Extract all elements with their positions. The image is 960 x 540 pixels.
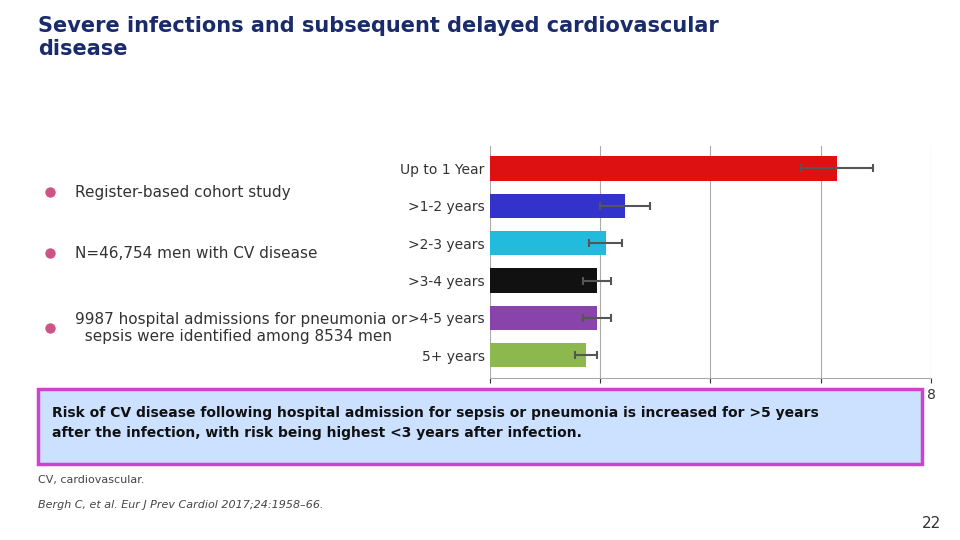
Bar (490, 306, 597, 330)
Bar (490, 194, 625, 218)
X-axis label: Hazard Ratio: Hazard Ratio (655, 407, 766, 422)
Text: Risk of CV disease following hospital admission for sepsis or pneumonia is incre: Risk of CV disease following hospital ad… (52, 406, 818, 440)
Bar (490, 231, 606, 255)
Bar (490, 343, 587, 367)
Text: N=46,754 men with CV disease: N=46,754 men with CV disease (75, 246, 317, 261)
Text: Register-based cohort study: Register-based cohort study (75, 185, 290, 199)
FancyBboxPatch shape (38, 389, 922, 464)
Text: 9987 hospital admissions for pneumonia or
  sepsis were identified among 8534 me: 9987 hospital admissions for pneumonia o… (75, 312, 407, 345)
Text: 22: 22 (922, 516, 941, 531)
Text: Bergh C, et al. Eur J Prev Cardiol 2017;24:1958–66.: Bergh C, et al. Eur J Prev Cardiol 2017;… (38, 500, 324, 510)
Bar (490, 157, 837, 181)
Text: CV, cardiovascular.: CV, cardiovascular. (38, 475, 145, 485)
Bar (490, 268, 597, 293)
Text: Severe infections and subsequent delayed cardiovascular
disease: Severe infections and subsequent delayed… (38, 16, 719, 59)
